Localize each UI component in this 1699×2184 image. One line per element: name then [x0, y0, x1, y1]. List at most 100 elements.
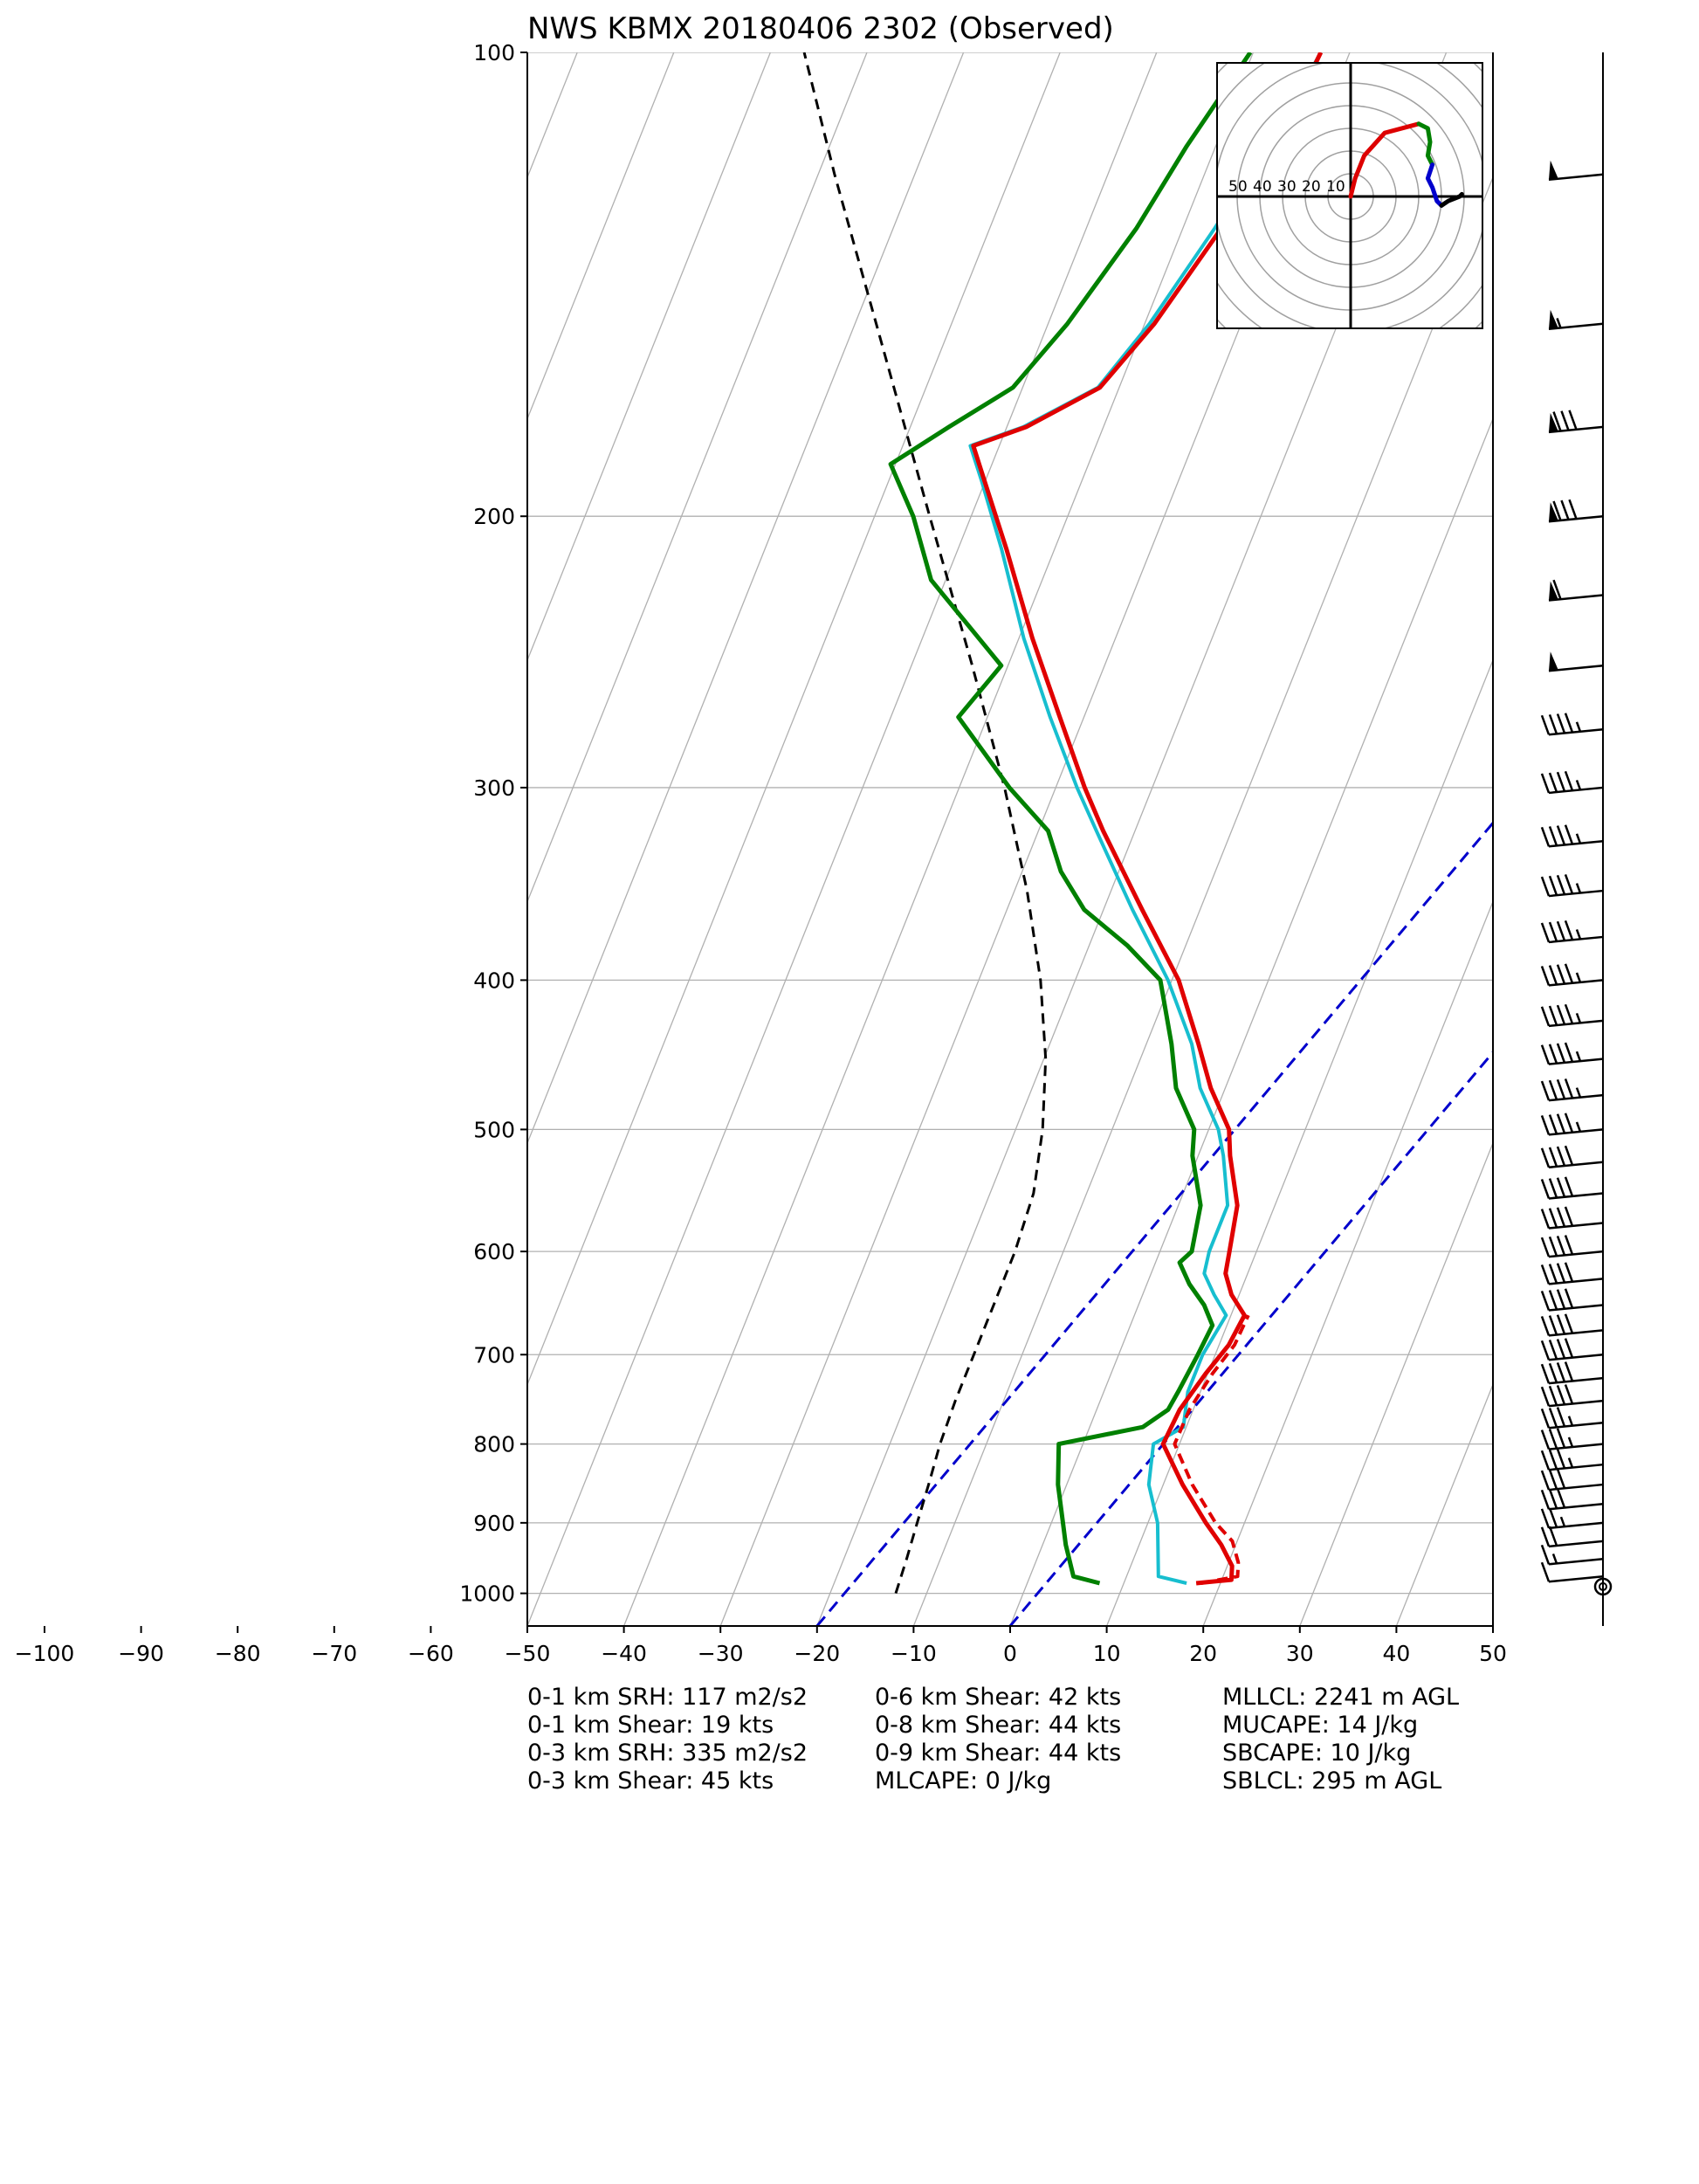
barb-half-flag — [1551, 1554, 1558, 1564]
barb-full-flag — [1548, 1005, 1558, 1026]
barb-shaft — [1548, 1250, 1604, 1258]
temperature-tick-label-40: 40 — [1382, 1641, 1410, 1666]
barb-full-flag — [1548, 1315, 1558, 1335]
stat-shear-0-8km: 0-8 km Shear: 44 kts — [875, 1712, 1122, 1739]
barb-full-flag — [1556, 874, 1566, 895]
barb-full-flag — [1548, 1044, 1558, 1064]
barb-full-flag — [1564, 1145, 1574, 1166]
barb-full-flag — [1540, 773, 1551, 794]
isotherm--100 — [527, 52, 675, 421]
wind-barb — [1540, 824, 1604, 848]
temperature-tick-label--60: −60 — [408, 1641, 454, 1666]
barb-shaft — [1548, 1161, 1604, 1169]
barb-full-flag — [1548, 1339, 1558, 1360]
barb-shaft — [1548, 1093, 1604, 1102]
isotherm--160 — [0, 52, 94, 1626]
calm-wind-dot — [1599, 1581, 1607, 1591]
barb-pennant — [1549, 581, 1558, 601]
pressure-tick-label-900: 900 — [473, 1511, 515, 1536]
barb-full-flag — [1540, 1006, 1551, 1027]
barb-half-flag — [1575, 721, 1582, 733]
barb-full-flag — [1540, 1386, 1551, 1407]
stats-column-2: 0-6 km Shear: 42 kts 0-8 km Shear: 44 kt… — [875, 1684, 1121, 1795]
barb-full-flag — [1548, 1407, 1558, 1428]
wind-barb — [1540, 770, 1604, 795]
temperature-tick-label--40: −40 — [601, 1641, 647, 1666]
barb-full-flag — [1564, 1384, 1574, 1404]
stat-srh-0-3km: 0-3 km SRH: 335 m2/s2 — [527, 1740, 808, 1767]
barb-shaft — [1548, 594, 1604, 602]
stats-column-3: MLLCL: 2241 m AGL MUCAPE: 14 J/kg SBCAPE… — [1222, 1684, 1459, 1795]
hodograph-ring-label-20: 20 — [1302, 178, 1321, 196]
barb-pennant — [1549, 412, 1558, 432]
barb-full-flag — [1564, 1235, 1574, 1255]
wind-barb — [1540, 1003, 1604, 1028]
barb-full-flag — [1540, 1489, 1551, 1510]
wind-barb — [1540, 1384, 1604, 1408]
pressure-tick-label-500: 500 — [473, 1117, 515, 1142]
barb-full-flag — [1552, 579, 1562, 600]
wind-barb — [1540, 1407, 1604, 1430]
wind-barb — [1540, 1145, 1604, 1169]
barb-full-flag — [1548, 1507, 1558, 1528]
barb-full-flag — [1540, 1561, 1551, 1582]
temperature-tick-label-20: 20 — [1189, 1641, 1217, 1666]
wind-barb — [1540, 1176, 1604, 1200]
barb-full-flag — [1556, 825, 1566, 845]
barb-shaft — [1548, 1558, 1604, 1566]
barb-full-flag — [1556, 1407, 1566, 1427]
barb-shaft — [1548, 1222, 1604, 1230]
barb-full-flag — [1540, 1340, 1551, 1361]
wind-barb — [1540, 1449, 1604, 1471]
barb-full-flag — [1556, 1384, 1566, 1405]
barb-full-flag — [1548, 1429, 1558, 1450]
barb-shaft — [1548, 786, 1604, 795]
barb-full-flag — [1548, 875, 1558, 896]
hodograph-ring-label-50: 50 — [1228, 178, 1248, 196]
barb-full-flag — [1540, 1114, 1551, 1135]
wind-barb — [1540, 1428, 1604, 1450]
barb-shaft — [1548, 1278, 1604, 1285]
isotherm-0 — [1009, 417, 1493, 1626]
barb-full-flag — [1556, 1339, 1566, 1359]
barb-shaft — [1548, 1399, 1604, 1408]
barb-full-flag — [1564, 1361, 1574, 1381]
barb-half-flag — [1575, 929, 1582, 940]
barb-full-flag — [1556, 1289, 1566, 1310]
wind-barb — [1540, 1113, 1604, 1136]
barb-shaft — [1548, 1574, 1604, 1583]
barb-shaft — [1548, 1443, 1604, 1450]
temperature-tick-label-10: 10 — [1093, 1641, 1121, 1666]
barb-full-flag — [1564, 1206, 1574, 1227]
barb-shaft — [1548, 1521, 1604, 1530]
barb-full-flag — [1556, 1235, 1566, 1256]
barb-full-flag — [1556, 1043, 1566, 1064]
isotherm--110 — [527, 52, 578, 179]
barb-shaft — [1548, 840, 1604, 848]
hodograph-ring-label-40: 40 — [1253, 178, 1272, 196]
isotherm--130 — [0, 52, 384, 1626]
barb-full-flag — [1548, 772, 1558, 793]
pressure-tick-label-800: 800 — [473, 1432, 515, 1457]
barb-pennant — [1549, 160, 1558, 180]
barb-full-flag — [1564, 1338, 1574, 1359]
barb-full-flag — [1556, 1361, 1566, 1382]
barb-full-flag — [1540, 1080, 1551, 1101]
barb-full-flag — [1564, 1288, 1574, 1309]
hodograph-ring-label-30: 30 — [1277, 178, 1297, 196]
isotherm--150 — [0, 52, 191, 1626]
wind-barb — [1548, 579, 1604, 602]
barb-full-flag — [1548, 965, 1558, 985]
barb-full-flag — [1564, 1313, 1574, 1334]
temperature-tick-label-0: 0 — [1003, 1641, 1017, 1666]
barb-shaft — [1548, 173, 1604, 181]
barb-full-flag — [1540, 1450, 1551, 1471]
wind-barb — [1540, 1313, 1604, 1337]
barb-half-flag — [1575, 1012, 1582, 1023]
barb-full-flag — [1548, 1178, 1558, 1199]
hodograph-trace-1 — [1416, 121, 1435, 168]
barb-shaft — [1548, 1354, 1604, 1361]
curves-layer — [802, 52, 1324, 1595]
virtual-temperature-line — [1173, 1314, 1250, 1585]
